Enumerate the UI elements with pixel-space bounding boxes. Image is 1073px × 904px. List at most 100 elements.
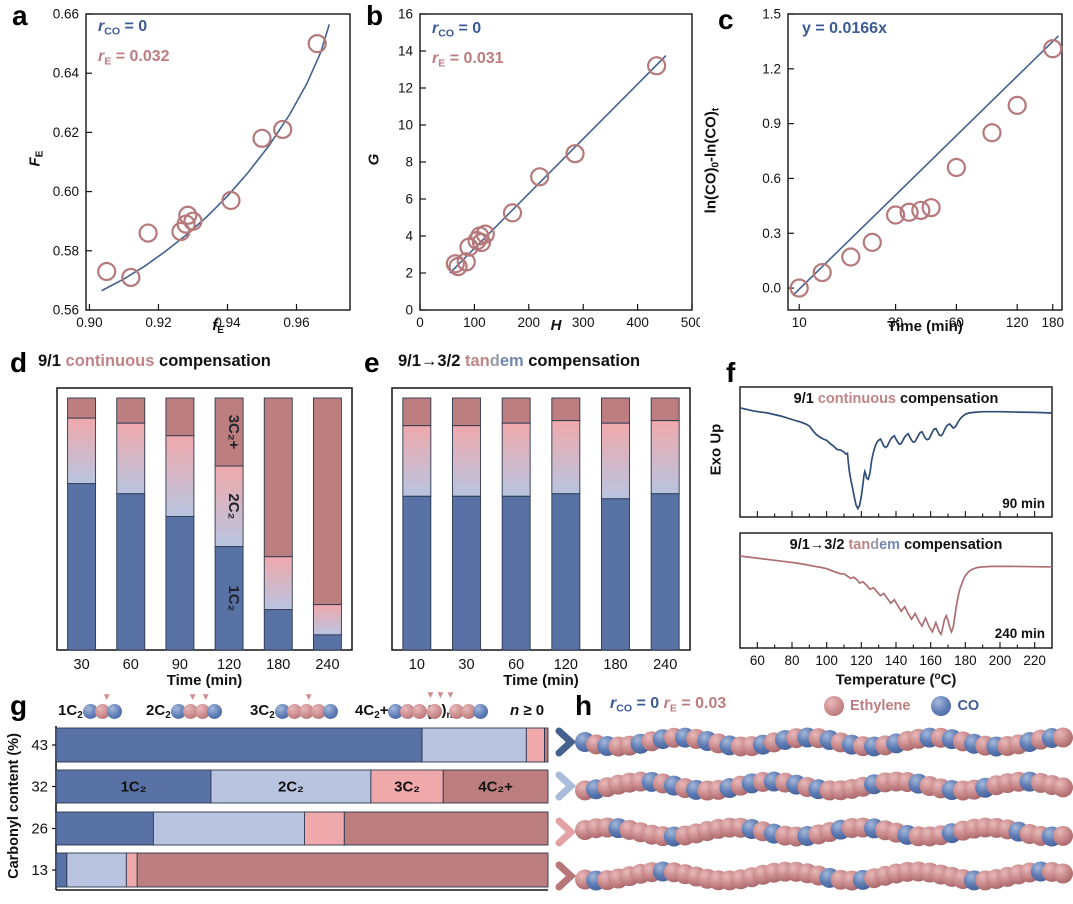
ethylene-bead-icon: [448, 704, 464, 720]
chain-legend: Ethylene CO: [824, 696, 979, 716]
panel-a-ylabel: FE: [26, 150, 46, 167]
svg-text:43: 43: [31, 737, 48, 754]
co-bead-icon: [274, 704, 290, 720]
svg-text:60: 60: [750, 653, 765, 668]
scatter-plot-b: 0 100 200 300 400 500 0 2 4 6 8 10 12 14 16: [398, 7, 700, 331]
svg-text:140: 140: [885, 653, 908, 668]
svg-text:100: 100: [463, 315, 486, 330]
ethylene-bead-icon: [400, 704, 416, 720]
svg-text:0.66: 0.66: [53, 7, 79, 22]
svg-text:0.94: 0.94: [214, 315, 241, 330]
svg-text:120: 120: [554, 657, 578, 673]
svg-text:0.90: 0.90: [76, 315, 102, 330]
svg-text:1.5: 1.5: [762, 7, 781, 22]
legend-item-co: CO: [931, 696, 979, 716]
svg-text:0.64: 0.64: [53, 66, 80, 81]
pendant-arrow-icon: ▼: [425, 690, 436, 701]
svg-text:0.96: 0.96: [283, 315, 309, 330]
stacked-bar-chart-d: 30 60 90 120 180 240 1C₂ 2C₂ 3C₂+: [56, 387, 353, 673]
ethylene-bead-icon: [310, 704, 326, 720]
co-bead-icon: [82, 704, 98, 720]
pendant-arrow-icon: ▼: [200, 692, 211, 704]
svg-text:80: 80: [784, 653, 799, 668]
svg-text:8: 8: [405, 155, 413, 170]
svg-text:0.6: 0.6: [762, 171, 781, 186]
svg-text:0.58: 0.58: [53, 243, 79, 258]
legend-molecule: 1C2 ▼: [58, 693, 122, 721]
svg-text:14: 14: [398, 44, 414, 59]
panel-letter-h: h: [575, 690, 593, 721]
svg-text:200: 200: [518, 315, 541, 330]
co-bead-icon: [322, 704, 338, 720]
svg-text:10: 10: [409, 657, 425, 673]
annotation: rCO = 0: [432, 20, 482, 40]
svg-text:300: 300: [572, 315, 595, 330]
svg-text:90: 90: [172, 657, 188, 673]
panel-d-title: 9/1 continuous compensation: [38, 352, 271, 370]
svg-text:12: 12: [398, 81, 413, 96]
dsc-chart-f: 60 80 100 120 140 160 180 200 220: [739, 386, 1053, 668]
legend-molecule: 2C2 ▼ ▼: [146, 693, 222, 721]
svg-text:100: 100: [815, 653, 838, 668]
panel-letter-b: b: [366, 0, 384, 31]
annotation: rCO = 0: [98, 18, 148, 38]
panel-e-xlabel: Time (min): [503, 672, 579, 689]
svg-text:220: 220: [1023, 653, 1046, 668]
dsc-top-label: 9/1 continuous compensation: [793, 391, 999, 407]
annotation: rE = 0.032: [98, 48, 170, 68]
panel-h: h rCO = 0 rE = 0.03 Ethylene CO: [555, 690, 1073, 904]
ethylene-bead-icon: [286, 704, 302, 720]
pendant-arrow-icon: ▼: [445, 690, 456, 701]
svg-text:6: 6: [405, 192, 413, 207]
panel-letter-e: e: [364, 347, 380, 378]
svg-text:180: 180: [954, 653, 977, 668]
ethylene-bead-icon: [460, 704, 476, 720]
ethylene-bead-icon: [298, 704, 314, 720]
co-bead-icon: [170, 704, 186, 720]
svg-text:26: 26: [31, 821, 48, 838]
svg-text:400: 400: [626, 315, 649, 330]
svg-text:120: 120: [1006, 315, 1029, 330]
scatter-plot-c: 10 30 60 120 180 0.0 0.3 0.6 0.9 1.2 1.5: [762, 7, 1064, 331]
co-bead-icon: [931, 696, 952, 716]
svg-text:30: 30: [74, 657, 90, 673]
ethylene-bead-icon: [194, 704, 210, 720]
co-bead-icon: [106, 704, 122, 720]
dsc-bottom-time: 240 min: [994, 626, 1045, 641]
svg-text:180: 180: [1041, 315, 1064, 330]
svg-text:0.62: 0.62: [53, 125, 79, 140]
panel-c-annotations: y = 0.0166x: [802, 16, 887, 42]
svg-text:16: 16: [398, 7, 413, 22]
panel-g-ylabel: Carbonyl content (%): [6, 733, 22, 879]
svg-text:60: 60: [123, 657, 139, 673]
svg-text:1.2: 1.2: [762, 61, 781, 76]
panel-f-ylabel: Exo Up: [707, 423, 725, 476]
panel-c: c 10 30 60 120 180 0.0 0.3 0.6 0.9 1.2 1.5 y = 0.0…: [700, 0, 1073, 345]
svg-text:4: 4: [405, 229, 413, 244]
svg-text:10: 10: [792, 315, 807, 330]
svg-text:200: 200: [989, 653, 1012, 668]
legend-item-ethylene: Ethylene: [824, 696, 910, 716]
panel-b-annotations: rCO = 0 rE = 0.031: [432, 16, 504, 77]
panel-a-annotations: rCO = 0 rE = 0.032: [98, 14, 170, 75]
svg-text:32: 32: [31, 779, 48, 796]
svg-text:2: 2: [405, 266, 413, 281]
svg-text:0.0: 0.0: [762, 281, 781, 296]
svg-text:0.92: 0.92: [145, 315, 171, 330]
ethylene-bead-icon: [94, 704, 110, 720]
svg-text:180: 180: [603, 657, 627, 673]
panel-letter-g: g: [10, 690, 28, 721]
svg-text:240: 240: [315, 657, 339, 673]
svg-text:60: 60: [949, 315, 964, 330]
annotation: rE = 0.031: [432, 50, 504, 70]
ethylene-bead-icon: [824, 696, 844, 716]
svg-text:0: 0: [416, 315, 424, 330]
svg-text:30: 30: [458, 657, 474, 673]
svg-text:10: 10: [398, 118, 413, 133]
panel-h-title: rCO = 0 rE = 0.03: [610, 695, 727, 715]
ethylene-bead-icon: [412, 704, 428, 720]
stacked-bar-chart-e: 10 30 60 120 180 240: [391, 387, 691, 673]
svg-text:60: 60: [508, 657, 524, 673]
